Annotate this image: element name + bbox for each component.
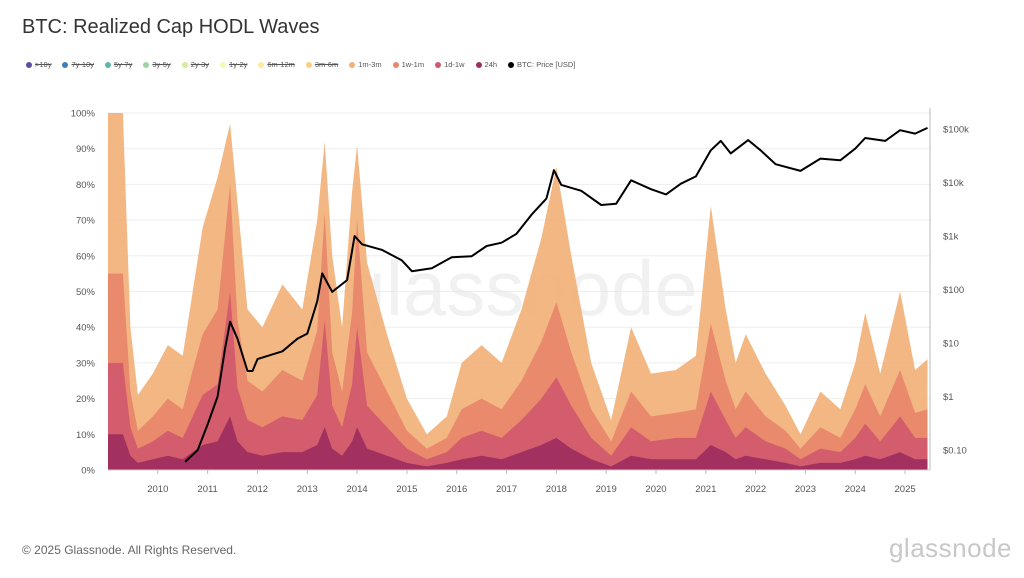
x-tick-label: 2020 bbox=[645, 484, 666, 495]
legend-item-2y-3y[interactable]: 2y-3y bbox=[181, 60, 210, 69]
legend-dot-icon bbox=[508, 61, 515, 68]
x-tick-label: 2016 bbox=[446, 484, 467, 495]
y-right-tick-label: $100k bbox=[943, 125, 969, 136]
legend-dot-icon bbox=[392, 61, 399, 68]
x-tick-label: 2021 bbox=[695, 484, 716, 495]
legend-dot-icon bbox=[62, 61, 69, 68]
btc-price-line bbox=[184, 126, 928, 463]
legend-label: 7y-10y bbox=[71, 60, 94, 69]
legend-dot-icon bbox=[435, 61, 442, 68]
x-tick-label: 2024 bbox=[845, 484, 866, 495]
y-tick-label: 40% bbox=[76, 323, 96, 334]
legend-label: >10y bbox=[35, 60, 52, 69]
y-tick-label: 20% bbox=[76, 394, 96, 405]
legend-dot-icon bbox=[220, 61, 227, 68]
legend-item-1w-1m[interactable]: 1w-1m bbox=[392, 60, 425, 69]
x-tick-label: 2017 bbox=[496, 484, 517, 495]
y-right-tick-label: $10k bbox=[943, 178, 964, 189]
x-tick-label: 2011 bbox=[197, 484, 217, 495]
y-right-tick-label: $10 bbox=[943, 339, 959, 350]
area-band-1w-1m bbox=[108, 184, 928, 470]
chart-title: BTC: Realized Cap HODL Waves bbox=[22, 16, 320, 38]
legend-item--10y[interactable]: >10y bbox=[26, 60, 51, 69]
y-tick-label: 90% bbox=[76, 144, 96, 155]
x-tick-label: 2015 bbox=[396, 484, 417, 495]
y-right-tick-label: $100 bbox=[943, 285, 964, 296]
legend-item-7y-10y[interactable]: 7y-10y bbox=[62, 60, 94, 69]
area-band-1d-1w bbox=[108, 291, 928, 470]
legend-dot-icon bbox=[475, 61, 482, 68]
x-tick-label: 2023 bbox=[795, 484, 816, 495]
legend-dot-icon bbox=[258, 61, 265, 68]
x-tick-label: 2013 bbox=[297, 484, 318, 495]
legend-label: 1y-2y bbox=[229, 60, 248, 69]
x-tick-label: 2025 bbox=[895, 484, 916, 495]
x-tick-label: 2014 bbox=[347, 484, 368, 495]
x-tick-label: 2019 bbox=[596, 484, 617, 495]
x-tick-label: 2012 bbox=[247, 484, 268, 495]
legend-label: 1w-1m bbox=[401, 60, 425, 69]
legend-item-3y-5y[interactable]: 3y-5y bbox=[143, 60, 171, 69]
glassnode-logo: glassnode bbox=[888, 533, 1012, 563]
legend: >10y 7y-10y 5y-7y 3y-5y 2y-3y 1y-2y 6m-12m 3m-6… bbox=[26, 60, 575, 69]
legend-item-3m-6m[interactable]: 3m-6m bbox=[305, 60, 339, 69]
y-tick-label: 100% bbox=[71, 109, 96, 120]
legend-item-6m-12m[interactable]: 6m-12m bbox=[258, 60, 295, 69]
y-tick-label: 60% bbox=[76, 251, 96, 262]
legend-dot-icon bbox=[349, 61, 356, 68]
copyright-footer: © 2025 Glassnode. All Rights Reserved. bbox=[22, 543, 237, 557]
y-tick-label: 10% bbox=[76, 430, 96, 441]
y-tick-label: 70% bbox=[76, 216, 96, 227]
legend-item-1y-2y[interactable]: 1y-2y bbox=[220, 60, 247, 69]
y-tick-label: 0% bbox=[81, 466, 95, 477]
legend-dot-icon bbox=[305, 61, 312, 68]
legend-item-1d-1w[interactable]: 1d-1w bbox=[435, 60, 465, 69]
y-tick-label: 30% bbox=[76, 358, 96, 369]
x-tick-label: 2018 bbox=[546, 484, 567, 495]
legend-item-btc-price-usd-[interactable]: BTC: Price [USD] bbox=[508, 60, 575, 69]
legend-dot-icon bbox=[105, 61, 111, 68]
legend-label: 3y-5y bbox=[152, 60, 171, 69]
y-tick-label: 80% bbox=[76, 180, 96, 191]
legend-label: 5y-7y bbox=[114, 60, 133, 69]
x-tick-label: 2022 bbox=[745, 484, 766, 495]
y-right-tick-label: $1 bbox=[943, 392, 954, 403]
legend-dot-icon bbox=[26, 61, 32, 68]
legend-label: BTC: Price [USD] bbox=[517, 60, 576, 69]
y-right-tick-label: $1k bbox=[943, 232, 959, 243]
legend-label: 1m-3m bbox=[358, 60, 382, 69]
x-tick-label: 2010 bbox=[147, 484, 168, 495]
area-band-24h bbox=[108, 416, 928, 470]
legend-item-5y-7y[interactable]: 5y-7y bbox=[105, 60, 132, 69]
y-tick-label: 50% bbox=[76, 287, 96, 298]
legend-label: 24h bbox=[484, 60, 498, 69]
legend-label: 2y-3y bbox=[190, 60, 210, 69]
legend-item-24h[interactable]: 24h bbox=[475, 60, 498, 69]
legend-dot-icon bbox=[143, 61, 150, 68]
legend-label: 3m-6m bbox=[314, 60, 339, 69]
legend-dot-icon bbox=[181, 61, 188, 68]
y-right-tick-label: $0.10 bbox=[943, 446, 967, 457]
legend-item-1m-3m[interactable]: 1m-3m bbox=[349, 60, 382, 69]
legend-label: 6m-12m bbox=[267, 60, 295, 69]
legend-label: 1d-1w bbox=[444, 60, 465, 69]
